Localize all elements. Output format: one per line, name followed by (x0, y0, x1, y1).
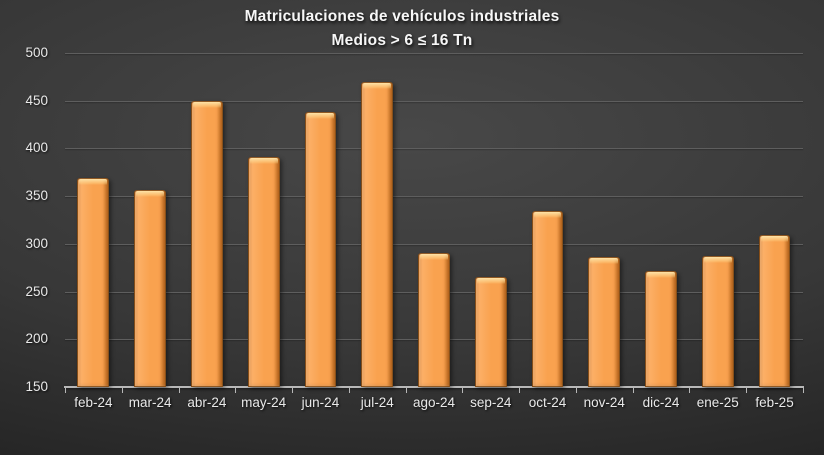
bar-slot-ago-24 (406, 53, 463, 387)
x-axis-label-may-24: may-24 (241, 395, 287, 410)
chart-subtitle: Medios > 6 ≤ 16 Tn (331, 32, 473, 49)
x-axis-label-feb-24: feb-24 (74, 395, 113, 410)
bar-sep-24 (474, 277, 507, 387)
x-axis-label-sep-24: sep-24 (470, 395, 512, 410)
x-axis-label-feb-25: feb-25 (755, 395, 794, 410)
bar-slot-feb-24 (65, 53, 122, 387)
bar-slot-jun-24 (292, 53, 349, 387)
plot-area (65, 53, 803, 387)
bar-oct-24 (531, 211, 564, 387)
x-axis-tick (292, 388, 294, 393)
x-axis-tick (235, 388, 237, 393)
bar-ene-25 (701, 256, 734, 387)
bar-slot-nov-24 (576, 53, 633, 387)
x-axis-label-jun-24: jun-24 (301, 395, 340, 410)
y-axis-label-400: 400 (25, 140, 48, 156)
y-axis-label-300: 300 (25, 235, 48, 251)
x-axis-label-dic-24: dic-24 (642, 395, 680, 410)
x-axis-tick (575, 388, 577, 393)
x-axis-label-ene-25: ene-25 (696, 395, 739, 410)
x-axis-tick (348, 388, 350, 393)
x-axis-label-oct-24: oct-24 (528, 395, 567, 410)
x-axis: feb-24 mar-24 abr-24 may-24 jun-24 jul-24 ago-… (65, 393, 803, 413)
x-axis-tick (65, 388, 66, 393)
bar-slot-jul-24 (349, 53, 406, 387)
x-axis-tick (689, 388, 691, 393)
bar-slot-oct-24 (519, 53, 576, 387)
bar-abr-24 (191, 100, 223, 387)
y-axis: 500 450 400 350 300 250 200 150 (0, 45, 48, 394)
bar-nov-24 (588, 257, 621, 387)
y-axis-label-200: 200 (25, 331, 48, 347)
x-axis-label-nov-24: nov-24 (583, 395, 625, 410)
x-axis-label-jul-24: jul-24 (360, 395, 394, 410)
bar-may-24 (247, 157, 280, 387)
y-axis-label-450: 450 (25, 92, 48, 108)
bar-slot-sep-24 (462, 53, 519, 387)
x-axis-tick (121, 388, 123, 393)
bar-feb-24 (77, 178, 110, 387)
bar-mar-24 (134, 190, 167, 387)
bar-slot-ene-25 (689, 53, 746, 387)
chart-title: Matriculaciones de vehículos industriale… (244, 8, 560, 25)
bar-slot-may-24 (235, 53, 292, 387)
x-axis-label-mar-24: mar-24 (128, 395, 172, 410)
x-axis-tick (178, 388, 180, 393)
bar-ago-24 (418, 253, 450, 387)
bar-jun-24 (304, 112, 337, 387)
x-axis-tick (803, 388, 804, 393)
x-axis-tick (405, 388, 407, 393)
bar-dic-24 (645, 270, 677, 387)
x-axis-ticks (65, 388, 804, 393)
bar-feb-25 (758, 235, 791, 387)
x-axis-tick (632, 388, 634, 393)
x-axis-label-ago-24: ago-24 (412, 395, 455, 410)
x-axis-tick (746, 388, 748, 393)
x-axis-label-abr-24: abr-24 (187, 395, 227, 410)
bar-slot-dic-24 (633, 53, 690, 387)
x-axis-line (64, 386, 804, 388)
y-axis-label-500: 500 (25, 45, 48, 60)
y-axis-label-250: 250 (25, 283, 48, 299)
x-axis-tick (462, 388, 464, 393)
bar-slot-mar-24 (122, 53, 179, 387)
bar-jul-24 (361, 81, 394, 387)
bar-slot-feb-25 (746, 53, 803, 387)
x-axis-tick (519, 388, 521, 393)
y-axis-label-150: 150 (25, 379, 48, 394)
bar-slot-abr-24 (179, 53, 236, 387)
y-axis-label-350: 350 (25, 188, 48, 204)
chart-title-block: Matriculaciones de vehículos industriale… (0, 5, 804, 53)
